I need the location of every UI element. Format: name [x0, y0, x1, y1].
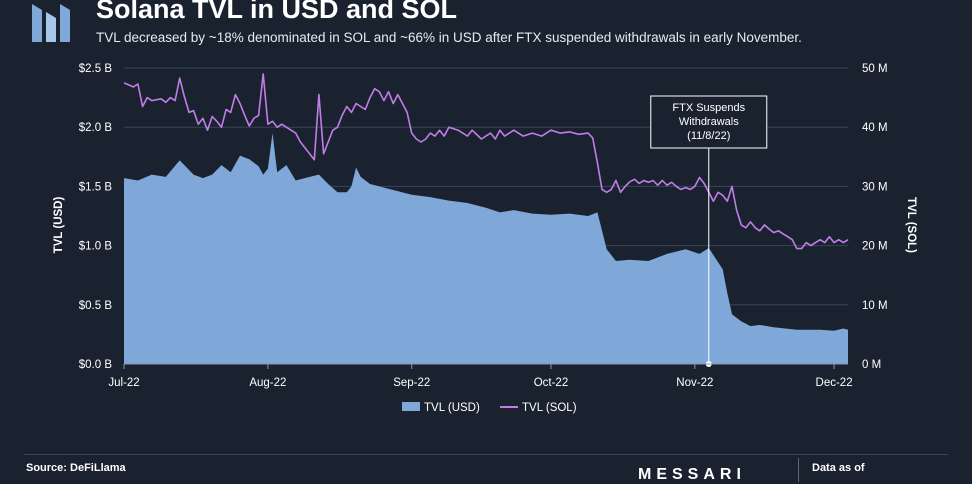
page-subtitle: TVL decreased by ~18% denominated in SOL… [96, 30, 802, 45]
y-right-tick-label: 50 M [862, 63, 888, 75]
legend-swatch-usd [402, 402, 420, 411]
legend-label-sol: TVL (SOL) [522, 402, 577, 414]
page-title: Solana TVL in USD and SOL [96, 0, 458, 24]
x-tick-label: Oct-22 [534, 377, 569, 389]
legend: TVL (USD) TVL (SOL) [402, 402, 577, 414]
y-right-tick-label: 20 M [862, 241, 888, 253]
y-right-tick-label: 40 M [862, 122, 888, 134]
usd-area-layer [124, 133, 848, 364]
annotation-text: Withdrawals [679, 116, 739, 128]
sol-line-layer [123, 73, 849, 250]
legend-label-usd: TVL (USD) [424, 402, 480, 414]
y-axis-right-title: TVL (SOL) [905, 197, 917, 253]
usd-area [124, 133, 848, 364]
annotation-text: (11/8/22) [687, 130, 730, 142]
axis-ticks: $0.0 B $0.5 B $1.0 B $1.5 B $2.0 B $2.5 B 0 M 1… [79, 63, 888, 389]
x-tick-label: Aug-22 [249, 377, 286, 389]
y-left-tick-label: $0.5 B [79, 300, 113, 312]
axis-titles: TVL (USD) TVL (SOL) [53, 197, 917, 254]
data-as-of-note: Data as of [812, 462, 865, 474]
x-tick-label: Dec-22 [816, 377, 853, 389]
footer-divider [24, 454, 948, 455]
sol-line [123, 73, 849, 250]
x-tick-label: Sep-22 [393, 377, 430, 389]
y-right-tick-label: 10 M [862, 300, 888, 312]
ftx-annotation: FTX Suspends Withdrawals (11/8/22) [650, 95, 768, 367]
source-note: Source: DeFiLlama [26, 462, 126, 474]
y-left-tick-label: $2.5 B [79, 63, 113, 75]
y-left-tick-label: $1.5 B [79, 181, 113, 193]
y-axis-left-title: TVL (USD) [53, 197, 65, 254]
brand-divider [798, 458, 799, 482]
x-tick-label: Nov-22 [676, 377, 713, 389]
y-right-tick-label: 0 M [862, 359, 881, 371]
annotation-text: FTX Suspends [672, 102, 745, 114]
y-left-tick-label: $0.0 B [79, 359, 113, 371]
x-tick-label: Jul-22 [108, 377, 139, 389]
y-left-tick-label: $2.0 B [79, 122, 113, 134]
messari-logo-icon [32, 4, 70, 42]
brand-wordmark: MESSARI [638, 466, 746, 483]
annotation-box [650, 95, 768, 149]
y-right-tick-label: 30 M [862, 181, 888, 193]
y-left-tick-label: $1.0 B [79, 241, 113, 253]
